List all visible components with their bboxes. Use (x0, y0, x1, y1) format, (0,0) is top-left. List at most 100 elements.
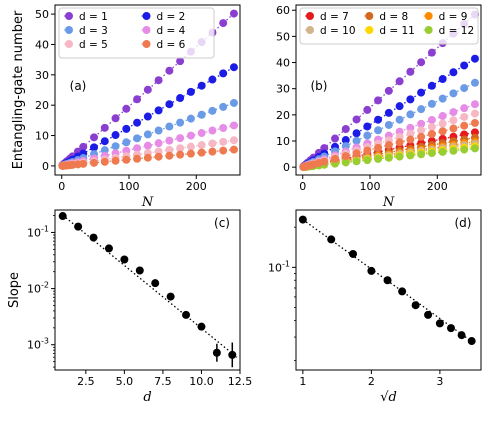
legend-label: d = 4 (157, 25, 186, 37)
legend-item: d = 10 (305, 25, 356, 37)
x-axis-label: √d (380, 390, 397, 405)
data-point (165, 145, 174, 154)
data-point (395, 102, 404, 111)
data-point (449, 116, 458, 125)
data-point (90, 133, 99, 142)
data-point (417, 88, 426, 97)
plot-area (58, 9, 239, 170)
data-point (208, 147, 217, 156)
x-tick-label: 7.5 (154, 375, 172, 388)
y-tick-label: 10-3 (27, 337, 49, 352)
data-point (374, 143, 383, 152)
y-tick-label: 10-2 (27, 281, 49, 296)
legend-marker (142, 12, 151, 20)
panel-label: (a) (70, 79, 87, 93)
x-tick-label: 12.5 (228, 375, 253, 388)
data-point (417, 126, 426, 135)
data-point (341, 124, 350, 133)
x-axis-label: N (141, 195, 154, 210)
x-tick-label: 3 (436, 375, 443, 388)
data-point (427, 99, 436, 108)
y-tick-label: 60 (276, 4, 290, 17)
data-point (212, 348, 221, 357)
data-point (111, 131, 120, 140)
legend-item: d = 3 (64, 25, 108, 37)
data-point (219, 69, 228, 78)
y-tick-label: 0 (283, 161, 290, 174)
data-point (166, 292, 175, 301)
legend-box (58, 7, 215, 59)
data-point (154, 126, 163, 135)
data-point (229, 9, 238, 18)
series (299, 118, 480, 171)
data-point (427, 115, 436, 124)
legend-item: d = 1 (64, 11, 108, 23)
fit-line (302, 102, 480, 168)
data-point (79, 142, 88, 151)
data-point (457, 331, 466, 340)
data-point (79, 159, 88, 168)
data-point (208, 75, 217, 84)
data-point (460, 84, 469, 93)
data-point (165, 151, 174, 160)
data-point (74, 222, 83, 231)
legend-label: d = 5 (79, 39, 108, 51)
data-point (417, 58, 426, 67)
data-point (417, 119, 426, 128)
data-point (100, 137, 109, 146)
data-point (449, 68, 458, 77)
data-point (427, 81, 436, 90)
data-point (133, 144, 142, 153)
legend-item: d = 4 (141, 25, 186, 37)
legend-marker (65, 12, 73, 20)
data-point (219, 19, 228, 28)
data-point (460, 61, 469, 70)
y-axis-label: Entangling-gate number (11, 10, 26, 169)
data-point (154, 106, 163, 115)
legend-marker (142, 26, 151, 34)
data-point (90, 143, 99, 152)
plot-frame (54, 209, 241, 371)
data-point (435, 319, 444, 328)
data-point (208, 139, 217, 148)
data-point (449, 89, 458, 98)
data-point (384, 141, 393, 150)
data-point (219, 137, 228, 146)
y-tick-label: 10-1 (268, 259, 290, 274)
panel-a: 0 100 200 0 10 20 30 40 50 N Entangling-gate numbe… (11, 4, 241, 210)
legend-marker (424, 12, 433, 20)
data-point (133, 118, 142, 127)
data-point (395, 138, 404, 147)
legend-item: d = 5 (64, 39, 108, 51)
data-point (367, 266, 376, 275)
data-point (229, 121, 238, 130)
data-point (449, 108, 458, 117)
legend-label: d = 2 (157, 11, 186, 23)
x-tick-label: 200 (186, 180, 207, 193)
plot-area (58, 212, 238, 368)
data-point (197, 81, 206, 90)
legend-item: d = 2 (141, 11, 186, 23)
data-point (341, 158, 350, 167)
data-point (186, 149, 195, 158)
data-point (320, 144, 329, 153)
data-point (165, 122, 174, 131)
panel-label: (c) (214, 216, 230, 230)
x-tick-label: 100 (360, 180, 381, 193)
data-point (417, 105, 426, 114)
data-point (374, 126, 383, 135)
data-point (143, 130, 152, 139)
data-point (89, 233, 98, 242)
data-point (298, 215, 307, 224)
data-point (406, 129, 415, 138)
legend-box (299, 7, 479, 45)
data-point (176, 144, 185, 153)
panel-c: 2.5 5.0 7.5 10.0 12.5 10-1 10-2 10-3 d Slope (c) (7, 209, 253, 405)
data-point (100, 123, 109, 132)
y-tick-label: 10 (35, 130, 49, 143)
data-point (438, 112, 447, 121)
data-point (165, 100, 174, 109)
series (58, 145, 239, 170)
data-point (229, 145, 238, 154)
data-point (176, 57, 185, 66)
